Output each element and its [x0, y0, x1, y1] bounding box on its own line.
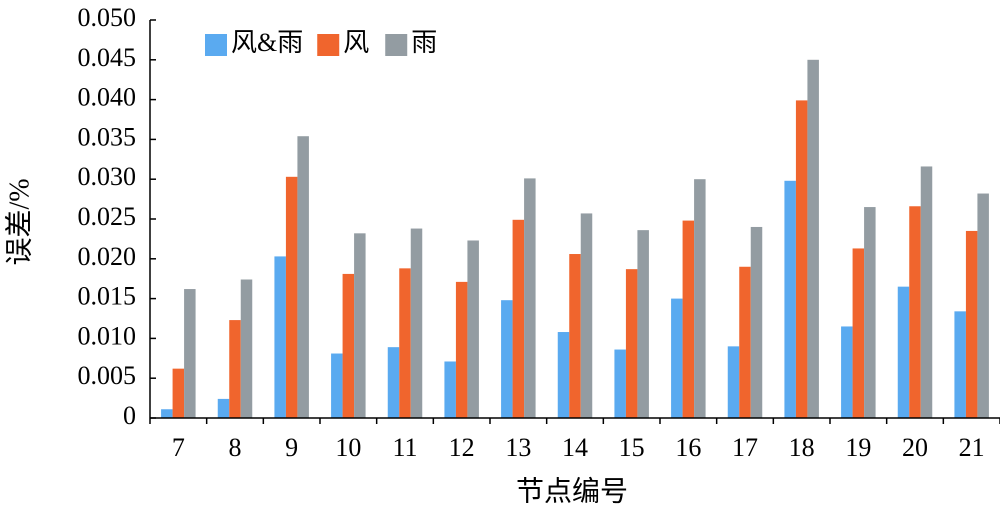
bar-15-series-3 [637, 230, 649, 418]
x-axis-title: 节点编号 [516, 475, 628, 507]
bar-17-series-3 [750, 226, 763, 418]
bar-14-series-2 [569, 254, 581, 418]
bar-10-series-2 [342, 273, 355, 418]
x-tick-label: 7 [172, 433, 185, 462]
x-tick-label: 13 [505, 433, 531, 462]
bar-18-series-1 [784, 180, 796, 418]
legend-swatch-series-3 [385, 34, 408, 56]
bar-20-series-3 [920, 166, 933, 418]
legend-label-series-2: 风 [343, 28, 369, 57]
bar-21-series-3 [977, 193, 989, 418]
bar-15-series-1 [614, 349, 626, 418]
x-tick-label: 17 [732, 433, 758, 462]
bar-9-series-3 [297, 136, 309, 418]
x-tick-label: 19 [845, 433, 871, 462]
bar-17-series-2 [739, 266, 751, 418]
y-tick-label: 0.045 [78, 43, 137, 72]
bar-20-series-2 [909, 206, 921, 418]
bar-11-series-2 [399, 268, 411, 418]
bar-9-series-2 [285, 176, 298, 418]
bar-13-series-2 [512, 219, 525, 418]
bar-19-series-1 [841, 326, 853, 418]
bar-19-series-3 [864, 207, 876, 418]
bar-18-series-3 [807, 59, 819, 419]
bar-8-series-2 [229, 320, 241, 418]
y-tick-label: 0.020 [78, 242, 137, 271]
bar-11-series-3 [410, 228, 423, 418]
x-tick-label: 9 [285, 433, 298, 462]
y-tick-label: 0 [123, 401, 136, 430]
bar-8-series-3 [240, 279, 253, 418]
x-tick-label: 10 [335, 433, 361, 462]
x-tick-label: 11 [392, 433, 417, 462]
bar-7-series-2 [172, 368, 185, 418]
bar-12-series-3 [467, 240, 479, 418]
x-tick-label: 20 [902, 433, 928, 462]
y-tick-label: 0.010 [78, 321, 137, 350]
x-tick-label: 21 [959, 433, 985, 462]
bar-11-series-1 [387, 347, 400, 418]
y-tick-label: 0.005 [78, 361, 137, 390]
bar-19-series-2 [852, 248, 865, 418]
bar-9-series-1 [274, 256, 286, 418]
bar-15-series-2 [625, 269, 638, 418]
bar-10-series-1 [331, 353, 343, 418]
bar-12-series-2 [455, 281, 468, 418]
legend-swatch-series-1 [205, 34, 227, 56]
bar-17-series-1 [727, 346, 740, 418]
bar-12-series-1 [444, 361, 456, 418]
bar-21-series-1 [954, 311, 966, 418]
x-tick-label: 12 [449, 433, 475, 462]
axes-layer: 0 0.005 0.010 0.015 0.020 0.025 0.030 0.035 0.04… [78, 3, 1000, 462]
x-tick-label: 14 [562, 433, 588, 462]
bar-7-series-1 [161, 409, 173, 418]
x-tick-label: 8 [229, 433, 242, 462]
bar-16-series-2 [682, 220, 695, 418]
bar-18-series-2 [795, 100, 808, 419]
bar-16-series-1 [671, 298, 683, 418]
y-tick-label: 0.035 [78, 122, 137, 151]
bar-14-series-3 [580, 213, 593, 418]
legend: 风&雨 风 雨 [205, 28, 437, 57]
y-tick-label: 0.040 [78, 83, 137, 112]
x-tick-label: 15 [619, 433, 645, 462]
x-tick-label: 16 [675, 433, 701, 462]
bar-16-series-3 [694, 179, 706, 418]
legend-swatch-series-2 [317, 34, 340, 56]
y-tick-label: 0.015 [78, 282, 137, 311]
bar-21-series-2 [965, 230, 978, 418]
legend-label-series-1: 风&雨 [231, 28, 303, 57]
y-tick-label: 0.025 [78, 202, 137, 231]
bar-20-series-1 [897, 286, 910, 418]
y-tick-label: 0.030 [78, 162, 137, 191]
bar-13-series-3 [524, 178, 536, 418]
bar-14-series-1 [557, 332, 570, 418]
bar-7-series-3 [184, 289, 196, 418]
x-tick-label: 18 [789, 433, 815, 462]
bar-10-series-3 [354, 233, 366, 418]
bar-8-series-1 [217, 398, 230, 418]
y-axis-title: 误差/% [3, 178, 35, 265]
bar-13-series-1 [501, 300, 513, 418]
y-tick-label: 0.050 [78, 3, 137, 32]
legend-label-series-3: 雨 [411, 28, 437, 57]
bars-layer [161, 59, 989, 419]
